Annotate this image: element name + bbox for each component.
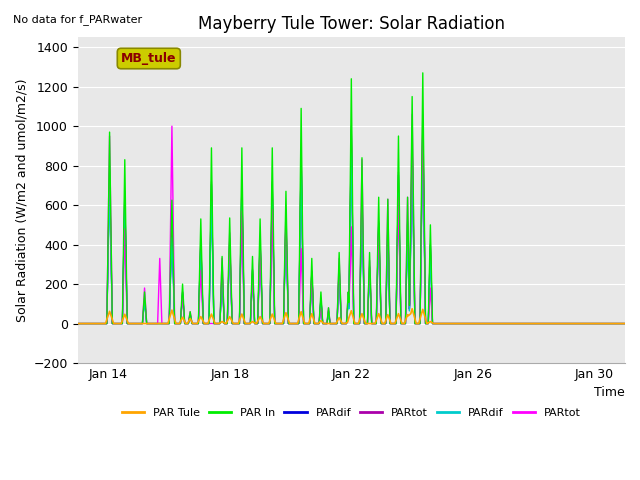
Title: Mayberry Tule Tower: Solar Radiation: Mayberry Tule Tower: Solar Radiation	[198, 15, 505, 33]
Text: MB_tule: MB_tule	[121, 52, 177, 65]
Text: No data for f_PARwater: No data for f_PARwater	[13, 14, 142, 25]
Text: Time: Time	[595, 386, 625, 399]
Y-axis label: Solar Radiation (W/m2 and umol/m2/s): Solar Radiation (W/m2 and umol/m2/s)	[15, 78, 28, 322]
Legend: PAR Tule, PAR In, PARdif, PARtot, PARdif, PARtot: PAR Tule, PAR In, PARdif, PARtot, PARdif…	[118, 404, 585, 422]
